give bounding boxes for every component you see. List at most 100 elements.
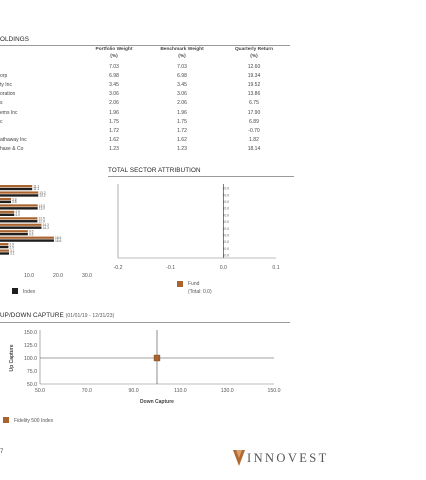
- holding-quarterly-return: 19.52: [247, 82, 261, 89]
- holding-portfolio-weight: 3.06: [109, 91, 119, 98]
- index-weight-label: 13.0: [39, 207, 46, 211]
- holding-quarterly-return: 13.86: [247, 91, 261, 98]
- holding-portfolio-weight: 2.06: [109, 100, 119, 107]
- attribution-data-label: 0.0: [224, 234, 229, 238]
- holding-benchmark-weight: 3.45: [177, 82, 187, 89]
- holding-name: ems Inc: [0, 109, 18, 116]
- holdings-title: OLDINGS: [0, 36, 30, 43]
- innovest-logo: INNOVEST: [233, 449, 326, 467]
- index-legend-label: Index: [23, 289, 36, 295]
- fund-weight-bar: [0, 243, 9, 246]
- fund-weight-bar: [0, 197, 12, 201]
- attribution-bar: [223, 227, 224, 230]
- attribution-bar: [223, 187, 224, 190]
- index-weight-bar: [0, 232, 28, 236]
- holding-benchmark-weight: 1.72: [177, 127, 187, 134]
- capture-y-tick-label: 150.0: [24, 330, 37, 336]
- fund-weight-bar: [0, 204, 38, 207]
- capture-title: UP/DOWN CAPTURE: [0, 312, 64, 319]
- index-weight-bar: [0, 226, 42, 229]
- index-weight-label: 13.2: [39, 194, 46, 198]
- fund-weight-bar: [0, 230, 28, 233]
- index-weight-bar: [0, 200, 12, 204]
- holding-benchmark-weight: 1.75: [177, 118, 187, 125]
- fund-weight-label: 12.9: [38, 217, 45, 221]
- attribution-title: TOTAL SECTOR ATTRIBUTION: [108, 167, 201, 174]
- attribution-data-label: 0.0: [224, 227, 229, 231]
- holding-quarterly-return: 18.14: [247, 145, 261, 152]
- index-weight-bar: [0, 252, 9, 255]
- index-weight-label: 14.3: [42, 226, 49, 230]
- fund-weight-label: 4.9: [15, 210, 20, 214]
- weight-bar-highlight: [0, 232, 28, 233]
- capture-x-tick-label: 50.0: [35, 388, 45, 394]
- capture-chart: 150.0 125.0 100.0 75.0 50.0 50.0 70.0 90.0 110.0…: [0, 324, 290, 414]
- holding-quarterly-return: 1.82: [249, 136, 259, 143]
- holding-portfolio-weight: 1.72: [109, 127, 119, 134]
- holdings-title-rule: [0, 45, 290, 46]
- fund-weight-bar: [0, 223, 42, 227]
- holding-name: s: [0, 100, 3, 107]
- holding-quarterly-return: 12.60: [247, 64, 261, 70]
- weight-bar-highlight: [0, 225, 42, 227]
- attribution-data-label: 0.0: [224, 247, 229, 251]
- index-weight-label: 11.1: [33, 187, 39, 191]
- index-weight-label: 4.9: [15, 213, 20, 217]
- attribution-data-label: 0.0: [224, 213, 229, 217]
- capture-x-tick-label: 150.0: [268, 388, 281, 394]
- capture-y-tick-label: 50.0: [27, 382, 37, 388]
- attribution-bar: [223, 247, 224, 251]
- weight-bar-highlight: [0, 193, 39, 195]
- logo-text: INNOVEST: [247, 451, 329, 465]
- capture-x-tick-label: 130.0: [221, 388, 234, 394]
- attribution-bar: [223, 200, 224, 204]
- attribution-bar: [223, 207, 224, 210]
- holding-quarterly-return: 19.34: [247, 73, 261, 80]
- capture-x-tick-label: 90.0: [129, 388, 139, 394]
- capture-svg: 150.0 125.0 100.0 75.0 50.050.0 70.0 90.0 110.0…: [9, 330, 281, 405]
- fund-weight-bar: [0, 210, 15, 214]
- header-quarterly-return: Quarterly Return (%): [234, 47, 274, 59]
- attribution-bar: [223, 240, 224, 244]
- holding-benchmark-weight: 2.06: [177, 100, 187, 107]
- capture-y-tick-label: 75.0: [27, 369, 37, 375]
- holding-name: orp: [0, 73, 8, 80]
- weight-bar-highlight: [0, 245, 9, 246]
- holding-quarterly-return: 6.89: [249, 118, 259, 125]
- attribution-data-label: 0.0: [224, 207, 229, 211]
- holding-quarterly-return: 17.90: [247, 109, 261, 116]
- capture-x-tick-label: 70.0: [82, 388, 92, 394]
- index-weight-bar: [0, 213, 15, 216]
- fund-weight-bar: [0, 249, 9, 253]
- weight-bar-highlight: [0, 200, 12, 201]
- attribution-svg: 0.0 0.0 0.0 0.0 0.0 0.0 0.0 0.0 0.0 0.0 0.0 -0.2 -0.…: [114, 184, 280, 271]
- attribution-x-tick-label: -0.2: [114, 265, 123, 271]
- fund-weight-label: 11.1: [33, 184, 39, 188]
- holding-portfolio-weight: 7.03: [109, 64, 119, 70]
- fund-weight-label: 13.2: [39, 191, 46, 195]
- weight-bar-highlight: [0, 206, 38, 208]
- holding-name: oration: [0, 91, 16, 98]
- capture-y-tick-label: 125.0: [24, 343, 37, 349]
- holding-benchmark-weight: 6.98: [177, 73, 187, 80]
- logo-mark-icon: [233, 450, 245, 466]
- index-weight-bar: [0, 187, 33, 191]
- index-weight-bar: [0, 194, 39, 197]
- attribution-bar: [223, 233, 224, 237]
- holding-portfolio-weight: 1.96: [109, 109, 119, 116]
- holding-benchmark-weight: 1.23: [177, 145, 187, 152]
- capture-x-tick-label: 110.0: [174, 388, 187, 394]
- fund-legend-label: Fund: [188, 281, 200, 287]
- holding-quarterly-return: -0.70: [248, 127, 260, 134]
- sector-weight-svg: 11.111.113.213.23.83.813.013.04.94.912.9…: [0, 184, 92, 279]
- holding-portfolio-weight: 6.98: [109, 73, 119, 80]
- index-weight-bar: [0, 245, 9, 249]
- index-weight-bar: [0, 219, 38, 223]
- fund-weight-bar: [0, 185, 33, 188]
- attribution-bar: [223, 193, 224, 197]
- fund-weight-label: 3.8: [12, 197, 17, 201]
- index-weight-label: 2.9: [9, 245, 14, 249]
- holding-name: athaway Inc: [0, 136, 27, 143]
- attribution-bar: [223, 220, 224, 224]
- index-weight-bar: [0, 206, 38, 210]
